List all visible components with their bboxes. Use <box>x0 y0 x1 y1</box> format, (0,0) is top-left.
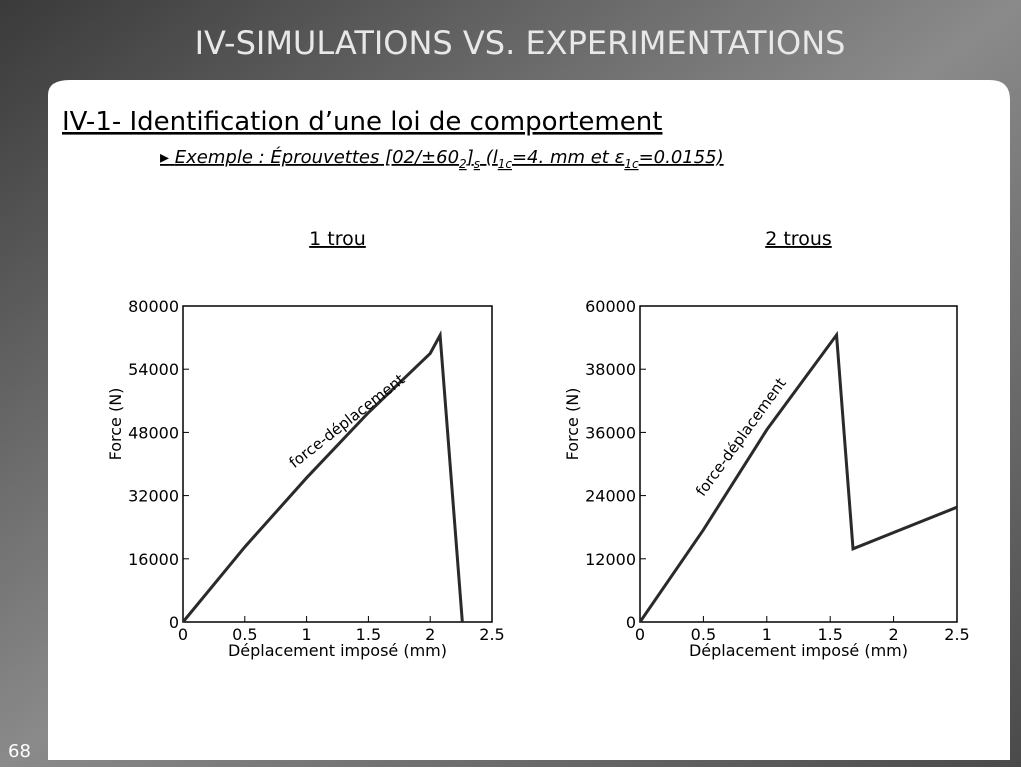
x-tick-label: 1 <box>762 625 772 644</box>
y-tick-label: 48000 <box>128 423 179 442</box>
y-tick-label: 0 <box>169 613 179 632</box>
x-tick-label: 2 <box>425 625 435 644</box>
x-tick-label: 0.5 <box>232 625 257 644</box>
example-sub: s <box>474 157 480 171</box>
example-part: =4. mm et ε <box>512 147 625 168</box>
slide-heading: IV-1- Identification d’une loi de compor… <box>62 107 662 137</box>
example-sub: 2 <box>459 157 467 171</box>
x-tick-label: 1.5 <box>356 625 381 644</box>
y-tick-label: 16000 <box>128 550 179 569</box>
y-tick-label: 12000 <box>585 550 636 569</box>
example-part: Exemple : Éprouvettes [02/±60 <box>175 146 459 168</box>
data-line <box>181 330 464 623</box>
plot-frame <box>639 305 958 623</box>
x-axis-label: Déplacement imposé (mm) <box>689 641 908 660</box>
y-tick-label: 24000 <box>585 487 636 506</box>
y-axis-label: Force (N) <box>106 388 125 461</box>
x-tick-label: 0.5 <box>691 625 716 644</box>
x-tick-label: 2 <box>889 625 899 644</box>
example-part: (l <box>480 147 498 168</box>
chart-title: 1 trou <box>309 228 366 250</box>
y-tick-label: 60000 <box>585 297 636 316</box>
x-tick-label: 2.5 <box>944 625 969 644</box>
y-tick-label: 0 <box>626 613 636 632</box>
plot-frame <box>182 305 493 623</box>
y-axis-label: Force (N) <box>563 388 582 461</box>
example-part: ] <box>466 147 474 168</box>
slide-title: IV-SIMULATIONS VS. EXPERIMENTATIONS <box>195 24 846 62</box>
example-part: =0.0155) <box>639 147 724 168</box>
x-tick-label: 1 <box>302 625 312 644</box>
y-tick-label: 54000 <box>128 360 179 379</box>
x-tick-label: 0 <box>178 625 188 644</box>
y-tick-label: 32000 <box>128 487 179 506</box>
example-line: ▸ Exemple : Éprouvettes [02/±602]s (l1c=… <box>160 146 724 171</box>
y-tick-label: 80000 <box>128 297 179 316</box>
example-sub: 1c <box>624 157 639 171</box>
x-tick-label: 0 <box>635 625 645 644</box>
chart-title: 2 trous <box>765 228 832 250</box>
data-line <box>638 330 958 623</box>
x-tick-label: 2.5 <box>479 625 504 644</box>
y-tick-label: 38000 <box>585 360 636 379</box>
bullet: ▸ <box>160 147 169 168</box>
x-tick-label: 1.5 <box>817 625 842 644</box>
x-axis-label: Déplacement imposé (mm) <box>228 641 447 660</box>
content-panel <box>48 80 1010 760</box>
y-tick-label: 36000 <box>585 423 636 442</box>
example-sub: 1c <box>498 157 513 171</box>
page-number: 68 <box>8 741 31 762</box>
